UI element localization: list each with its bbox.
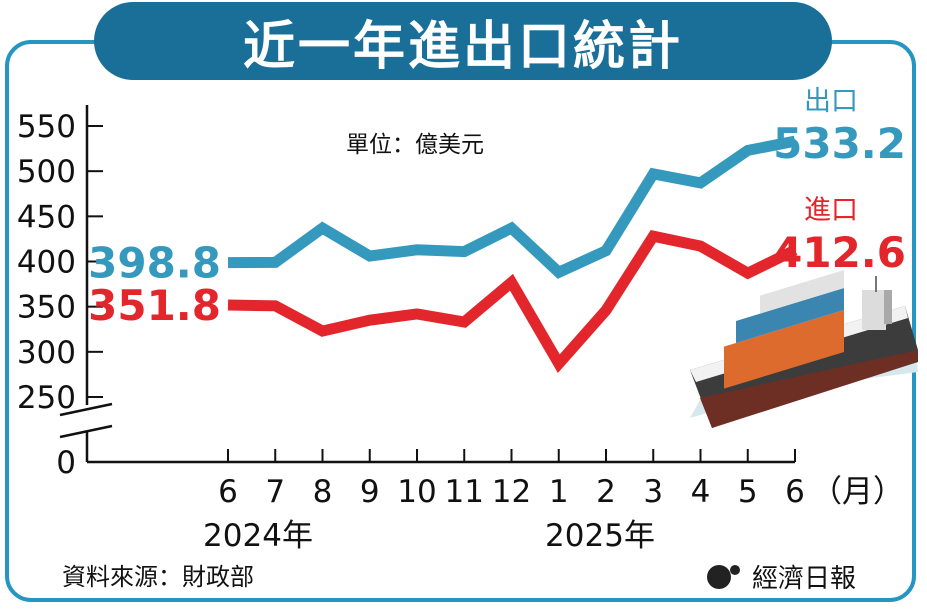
- y-tick-label: 400: [17, 245, 76, 281]
- x-tick-label: 10: [397, 474, 436, 510]
- data-point: [700, 246, 701, 247]
- series-line-0: [227, 135, 797, 279]
- data-point: [417, 249, 418, 250]
- x-tick-label: 5: [738, 474, 758, 510]
- data-point: [228, 305, 229, 306]
- data-point: [369, 320, 370, 321]
- x-tick-label: 1: [549, 474, 569, 510]
- series-start-label: 398.8: [88, 239, 221, 288]
- data-point: [322, 331, 323, 332]
- series-end-label: 412.6: [773, 228, 906, 277]
- axis-break-mark: [59, 402, 113, 417]
- year-label: 2025年: [545, 518, 655, 554]
- data-point: [606, 250, 607, 251]
- series-lines: [227, 135, 798, 373]
- axes: [55, 105, 795, 464]
- y-tick-label: 500: [17, 154, 76, 190]
- brand-name: 經濟日報: [752, 564, 856, 594]
- x-axis-ticks: 6 7 8 9 10 11 12 1 2 3 4 5 6 （月）2024年 2025年: [203, 449, 904, 554]
- x-unit-label: （月）: [811, 474, 904, 510]
- data-point: [369, 256, 370, 257]
- series-start-label: 351.8: [88, 281, 221, 330]
- data-point: [511, 228, 512, 229]
- data-point: [653, 173, 654, 174]
- data-point: [322, 228, 323, 229]
- data-point: [747, 273, 748, 274]
- axis-break-mark: [59, 424, 113, 439]
- x-tick-label: 11: [445, 474, 484, 510]
- x-tick-label: 8: [313, 474, 333, 510]
- x-tick-label: 12: [492, 474, 531, 510]
- chart-title: 近一年進出口統計: [242, 16, 683, 77]
- data-point: [606, 310, 607, 311]
- y-tick-label: 250: [17, 380, 76, 416]
- container-ship-illustration: [690, 269, 918, 428]
- data-point: [228, 262, 229, 263]
- source-label: 資料來源：財政部: [62, 563, 254, 591]
- series-name-label: 進口: [804, 195, 858, 226]
- x-tick-label: 9: [360, 474, 380, 510]
- series-end-label: 533.2: [773, 119, 906, 168]
- data-point: [558, 272, 559, 273]
- x-tick-label: 4: [691, 474, 711, 510]
- y-axis-ticks: 0 250 300 350 400 450 500 550: [17, 109, 103, 481]
- y-tick-label: 0: [56, 445, 76, 481]
- y-tick-label: 300: [17, 335, 76, 371]
- series-line-1: [227, 230, 798, 373]
- x-tick-label: 2: [596, 474, 616, 510]
- brand-mark-icon: [707, 565, 731, 589]
- unit-label: 單位：億美元: [346, 132, 484, 158]
- data-point: [747, 150, 748, 151]
- data-point: [511, 282, 512, 283]
- data-point: [464, 322, 465, 323]
- data-point: [417, 313, 418, 314]
- data-point: [653, 236, 654, 237]
- y-tick-label: 450: [17, 199, 76, 235]
- x-tick-label: 6: [785, 474, 805, 510]
- x-tick-label: 7: [265, 474, 285, 510]
- x-tick-label: 3: [643, 474, 663, 510]
- brand-logo: 經濟日報: [707, 564, 856, 594]
- y-tick-label: 550: [17, 109, 76, 145]
- y-tick-label: 350: [17, 290, 76, 326]
- data-point: [275, 305, 276, 306]
- data-point: [700, 182, 701, 183]
- series-name-label: 出口: [804, 86, 858, 117]
- title-banner: 近一年進出口統計: [94, 2, 832, 80]
- x-tick-label: 6: [218, 474, 238, 510]
- data-point: [275, 262, 276, 263]
- data-point: [558, 363, 559, 364]
- data-point: [464, 251, 465, 252]
- year-label: 2024年: [203, 518, 313, 554]
